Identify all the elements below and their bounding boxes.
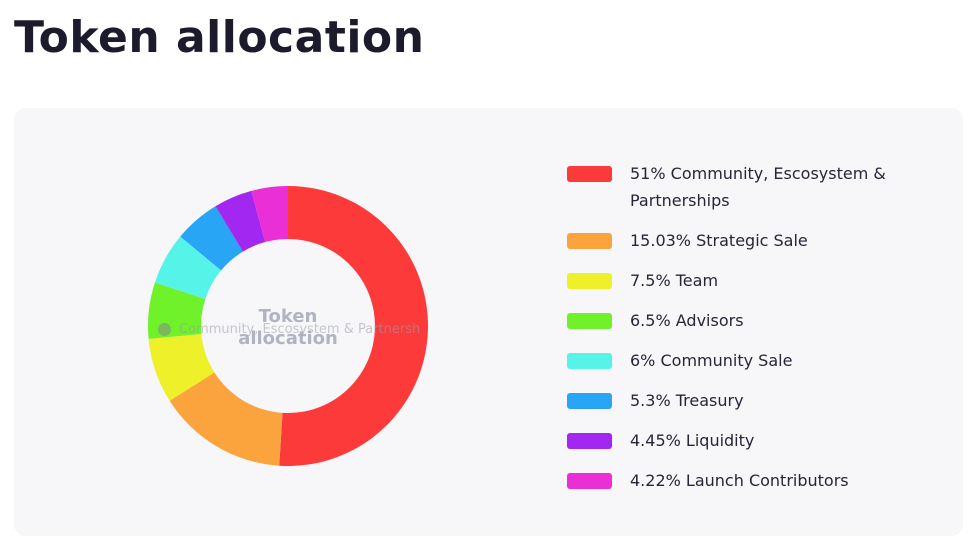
- legend-item: 4.45% Liquidity: [567, 427, 927, 454]
- donut-slice: [215, 190, 266, 252]
- legend-swatch: [567, 433, 612, 449]
- tooltip-dot: [158, 322, 171, 336]
- legend-value: 6.5%: [630, 311, 671, 330]
- legend-swatch: [567, 473, 612, 489]
- legend-swatch: [567, 233, 612, 249]
- legend-text: 6.5% Advisors: [630, 307, 744, 334]
- legend-item: 7.5% Team: [567, 267, 927, 294]
- legend-label: Treasury: [675, 391, 744, 410]
- legend-label: Team: [675, 271, 719, 290]
- legend: 51% Community, Escosystem & Partnerships…: [567, 160, 927, 507]
- legend-text: 51% Community, Escosystem & Partnerships: [630, 160, 927, 214]
- legend-item: 15.03% Strategic Sale: [567, 227, 927, 254]
- legend-item: 4.22% Launch Contributors: [567, 467, 927, 494]
- legend-text: 4.45% Liquidity: [630, 427, 754, 454]
- center-label: Token allocation: [238, 306, 338, 349]
- tooltip-text: Community, Escosystem & Partnersh: [179, 321, 421, 337]
- legend-text: 7.5% Team: [630, 267, 718, 294]
- legend-value: 5.3%: [630, 391, 671, 410]
- legend-text: 4.22% Launch Contributors: [630, 467, 849, 494]
- donut-slice: [251, 186, 288, 243]
- legend-text: 15.03% Strategic Sale: [630, 227, 808, 254]
- legend-value: 6%: [630, 351, 656, 370]
- legend-swatch: [567, 353, 612, 369]
- legend-label: Strategic Sale: [696, 231, 808, 250]
- donut-slice: [148, 334, 215, 401]
- donut-slice: [154, 236, 222, 299]
- legend-item: 5.3% Treasury: [567, 387, 927, 414]
- donut-slice: [169, 372, 283, 466]
- legend-value: 51%: [630, 164, 666, 183]
- legend-swatch: [567, 273, 612, 289]
- legend-label: Community, Escosystem & Partnerships: [630, 164, 886, 210]
- legend-item: 6.5% Advisors: [567, 307, 927, 334]
- legend-text: 6% Community Sale: [630, 347, 792, 374]
- donut-slice: [180, 206, 243, 271]
- legend-value: 4.22%: [630, 471, 681, 490]
- legend-text: 5.3% Treasury: [630, 387, 744, 414]
- legend-label: Advisors: [675, 311, 744, 330]
- tooltip: Community, Escosystem & Partnersh: [158, 320, 428, 338]
- legend-value: 7.5%: [630, 271, 671, 290]
- legend-label: Launch Contributors: [685, 471, 849, 490]
- legend-value: 15.03%: [630, 231, 692, 250]
- legend-swatch: [567, 166, 612, 182]
- legend-swatch: [567, 393, 612, 409]
- legend-value: 4.45%: [630, 431, 681, 450]
- legend-item: 51% Community, Escosystem & Partnerships: [567, 160, 927, 214]
- legend-label: Community Sale: [660, 351, 793, 370]
- legend-item: 6% Community Sale: [567, 347, 927, 374]
- legend-label: Liquidity: [685, 431, 755, 450]
- page-title: Token allocation: [14, 12, 425, 63]
- legend-swatch: [567, 313, 612, 329]
- donut-slice: [279, 186, 429, 466]
